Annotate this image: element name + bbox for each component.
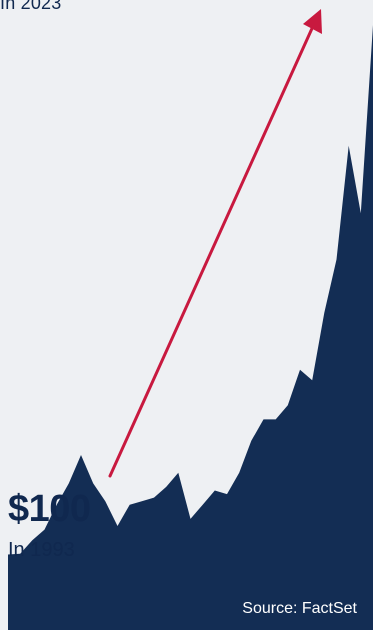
growth-arrow-line: [108, 22, 316, 478]
start-value-annotation: $100: [8, 488, 91, 530]
source-note: Source: FactSet: [242, 600, 357, 617]
end-value-annotation: In 2023: [0, 0, 62, 13]
growth-arrow-head: [303, 9, 322, 34]
area-series: [8, 25, 373, 630]
start-year-annotation: In 1993: [8, 539, 75, 561]
